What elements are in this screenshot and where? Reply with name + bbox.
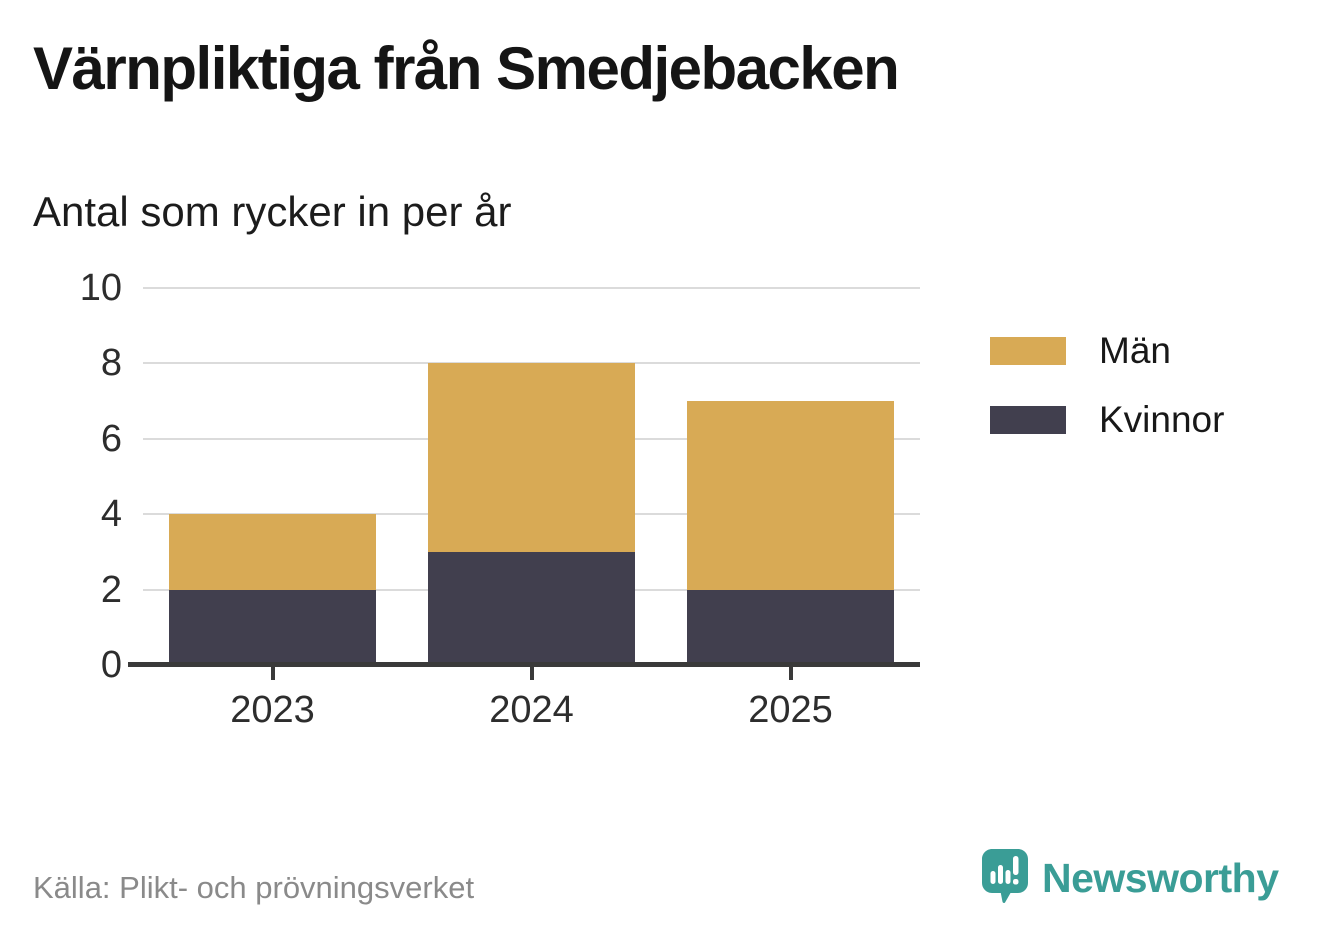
- brand-logo: Newsworthy: [980, 847, 1279, 910]
- stacked-bar-2024: [427, 363, 636, 665]
- gridline: [143, 287, 920, 289]
- y-tick-label: 6: [100, 417, 122, 460]
- legend-item-women: Kvinnor: [990, 399, 1224, 441]
- legend-label-women: Kvinnor: [1099, 399, 1225, 440]
- legend-swatch-women: [990, 406, 1066, 434]
- y-tick-label: 10: [79, 267, 122, 309]
- bar-columns: [143, 288, 920, 665]
- x-axis-labels: 2023 2024 2025: [143, 667, 920, 732]
- bar-segment-kvinnor: [168, 589, 377, 665]
- chart-subtitle: Antal som rycker in per år: [33, 188, 512, 235]
- stacked-bar-2023: [168, 514, 377, 665]
- y-tick-label: 8: [100, 342, 122, 385]
- legend-item-men: Män: [990, 330, 1224, 372]
- chart-title: Värnpliktiga från Smedjebacken: [33, 35, 900, 102]
- bar-column-2023: [143, 288, 402, 665]
- bar-column-2025: [661, 288, 920, 665]
- x-axis-line: [128, 662, 920, 667]
- plot-area: [143, 287, 920, 665]
- bar-segment-kvinnor: [686, 589, 895, 665]
- y-tick-label: 0: [100, 644, 122, 686]
- x-tick-label: 2025: [748, 689, 833, 731]
- x-tick-label: 2023: [230, 689, 315, 731]
- x-tick: [529, 667, 534, 680]
- legend-label-men: Män: [1099, 330, 1171, 371]
- x-axis-cell: 2025: [661, 667, 920, 732]
- stacked-bar-2025: [686, 401, 895, 665]
- y-axis-labels: 0 2 4 6 8 10: [0, 267, 122, 686]
- brand-wordmark: Newsworthy: [1042, 855, 1279, 901]
- x-tick-label: 2024: [489, 689, 574, 731]
- legend-swatch-men: [990, 337, 1066, 365]
- source-text: Källa: Plikt- och prövningsverket: [33, 870, 475, 905]
- bar-column-2024: [402, 288, 661, 665]
- y-tick-label: 2: [100, 568, 122, 611]
- x-axis-cell: 2024: [402, 667, 661, 732]
- bar-segment-kvinnor: [427, 551, 636, 665]
- y-tick-label: 4: [100, 493, 122, 536]
- bar-segment-män: [168, 514, 377, 590]
- x-axis-cell: 2023: [143, 667, 402, 732]
- newsworthy-speech-bubble-chart-icon: [980, 847, 1030, 910]
- bar-segment-män: [686, 401, 895, 590]
- bar-segment-män: [427, 363, 636, 552]
- x-tick: [270, 667, 275, 680]
- x-tick: [788, 667, 793, 680]
- legend: Män Kvinnor: [990, 330, 1224, 441]
